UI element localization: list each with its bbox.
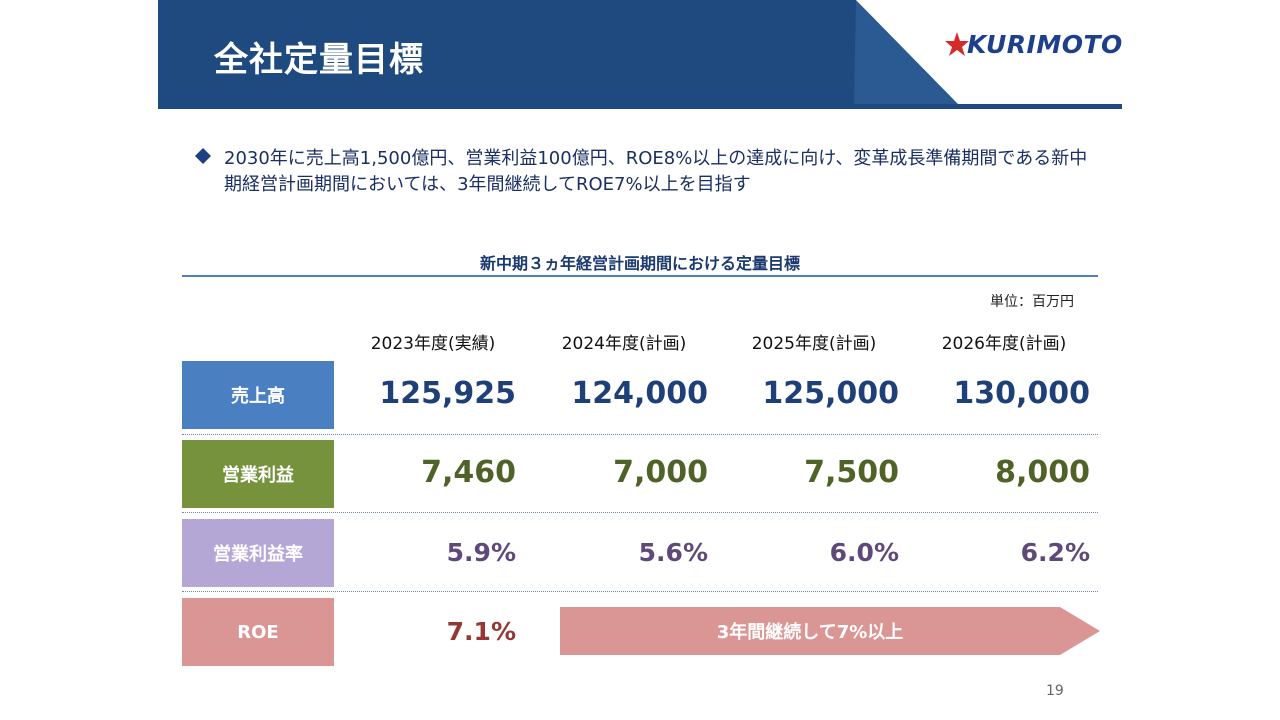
header-band: 全社定量目標 KURIMOTO: [158, 0, 1122, 104]
sales-2024: 124,000: [571, 376, 708, 411]
table-title-rule: [182, 275, 1098, 277]
row-separator: [182, 591, 1098, 592]
star-logo-icon: [945, 32, 969, 56]
row-separator: [182, 512, 1098, 513]
table-title: 新中期３ヵ年経営計画期間における定量目標: [479, 254, 800, 273]
logo-text: KURIMOTO: [967, 29, 1123, 59]
sales-2025: 125,000: [762, 376, 899, 411]
column-header-2026: 2026年度(計画): [941, 334, 1067, 354]
row-label-roe: ROE: [182, 598, 334, 666]
diamond-icon: [195, 148, 211, 164]
operating-margin-2026: 6.2%: [1020, 538, 1090, 567]
row-label-sales: 売上高: [182, 361, 334, 429]
slide: 全社定量目標 KURIMOTO 2030年に売上高1,500億円、営業利益100…: [158, 0, 1122, 720]
header-underline: [158, 104, 1122, 109]
row-separator: [182, 434, 1098, 435]
operating-profit-2024: 7,000: [613, 455, 708, 490]
column-header-2025: 2025年度(計画): [751, 334, 877, 354]
column-header-2024: 2024年度(計画): [561, 334, 687, 354]
row-label-operating-profit: 営業利益: [182, 440, 334, 508]
roe-target-arrow: [560, 607, 1100, 655]
page-number: 19: [1046, 683, 1064, 699]
roe-target-text: 3年間継続して7%以上: [716, 622, 904, 643]
company-logo: KURIMOTO: [944, 24, 1123, 64]
sales-2023: 125,925: [379, 376, 516, 411]
operating-margin-2025: 6.0%: [829, 538, 899, 567]
sales-2026: 130,000: [953, 376, 1090, 411]
page-title: 全社定量目標: [214, 40, 424, 80]
header-band-shape: [158, 0, 1122, 104]
row-label-operating-margin: 営業利益率: [182, 519, 334, 587]
operating-profit-2026: 8,000: [995, 455, 1090, 490]
operating-margin-2023: 5.9%: [446, 538, 516, 567]
operating-profit-2025: 7,500: [804, 455, 899, 490]
operating-margin-2024: 5.6%: [638, 538, 708, 567]
roe-2023: 7.1%: [446, 617, 516, 646]
column-header-2023: 2023年度(実績): [370, 334, 496, 354]
summary-text: 2030年に売上高1,500億円、営業利益100億円、ROE8%以上の達成に向け…: [224, 148, 1088, 195]
unit-label: 単位：百万円: [990, 294, 1074, 310]
operating-profit-2023: 7,460: [421, 455, 516, 490]
